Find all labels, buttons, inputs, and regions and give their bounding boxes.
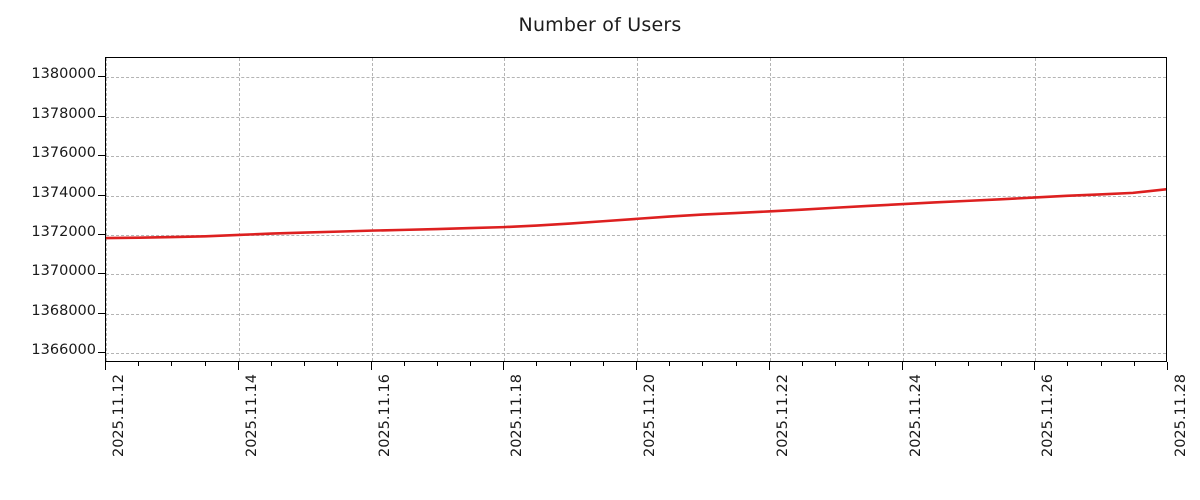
x-tick-mark [105,362,106,370]
gridline-vertical [504,58,506,361]
x-tick-minor [669,362,671,366]
x-tick-label: 2025.11.16 [376,374,393,458]
gridline-vertical [106,58,107,361]
x-tick-minor [735,362,737,366]
y-tick-mark [98,194,105,196]
x-tick-label: 2025.11.12 [111,374,127,458]
x-tick-minor [801,362,803,366]
y-tick-mark [98,273,105,275]
gridline-horizontal [106,116,1166,118]
y-tick-mark [98,115,105,117]
y-tick-mark [98,76,105,78]
x-tick-minor [1100,362,1102,366]
y-tick-mark [98,352,105,354]
gridline-horizontal [106,353,1166,355]
y-tick-label: 1376000 [31,145,96,162]
y-tick-label: 1380000 [31,66,96,83]
x-tick-minor [536,362,538,366]
gridline-vertical [769,58,771,361]
x-tick-mark [237,362,239,370]
x-tick-mark [1034,362,1036,370]
x-tick-label: 2025.11.26 [1040,374,1057,458]
gridline-horizontal [106,313,1166,315]
x-tick-minor [337,362,339,366]
x-tick-minor [304,362,306,366]
gridline-horizontal [106,234,1166,236]
x-tick-mark [768,362,770,370]
gridline-vertical [1035,58,1037,361]
x-tick-minor [835,362,837,366]
gridline-horizontal [106,274,1166,276]
gridline-vertical [371,58,373,361]
x-tick-minor [702,362,704,366]
x-tick-minor [403,362,405,366]
y-tick-label: 1374000 [31,184,96,201]
chart-title: Number of Users [518,14,682,36]
x-tick-minor [470,362,472,366]
x-tick-label: 2025.11.14 [243,374,260,458]
y-tick-label: 1372000 [31,223,96,240]
x-tick-minor [1001,362,1003,366]
x-tick-label: 2025.11.28 [1173,374,1189,458]
x-tick-mark [370,362,372,370]
x-tick-minor [171,362,173,366]
y-tick-label: 1366000 [31,342,96,359]
x-tick-minor [1133,362,1135,366]
y-tick-mark [98,312,105,314]
gridline-vertical [902,58,904,361]
x-tick-minor [138,362,140,366]
x-tick-label: 2025.11.18 [509,374,526,458]
x-tick-minor [204,362,206,366]
x-tick-minor [436,362,438,366]
gridline-horizontal [106,195,1166,197]
x-tick-minor [1067,362,1069,366]
x-tick-label: 2025.11.24 [907,374,924,458]
x-tick-mark [1167,362,1168,370]
x-tick-minor [602,362,604,366]
x-tick-mark [901,362,903,370]
y-tick-label: 1378000 [31,105,96,122]
plot-area [105,57,1167,362]
x-tick-minor [569,362,571,366]
x-tick-minor [967,362,969,366]
x-tick-minor [270,362,272,366]
y-tick-label: 1368000 [31,302,96,319]
x-tick-label: 2025.11.20 [642,374,658,458]
x-tick-mark [636,362,637,370]
y-tick-mark [98,233,105,235]
gridline-vertical [238,58,240,361]
x-tick-mark [503,362,505,370]
series-number-of-users [106,188,1166,240]
gridline-horizontal [106,156,1166,158]
x-tick-minor [934,362,936,366]
y-tick-mark [98,155,105,157]
x-tick-label: 2025.11.22 [774,374,791,458]
gridline-horizontal [106,77,1166,79]
y-tick-label: 1370000 [31,263,96,280]
x-tick-minor [868,362,870,366]
gridline-vertical [637,58,638,361]
